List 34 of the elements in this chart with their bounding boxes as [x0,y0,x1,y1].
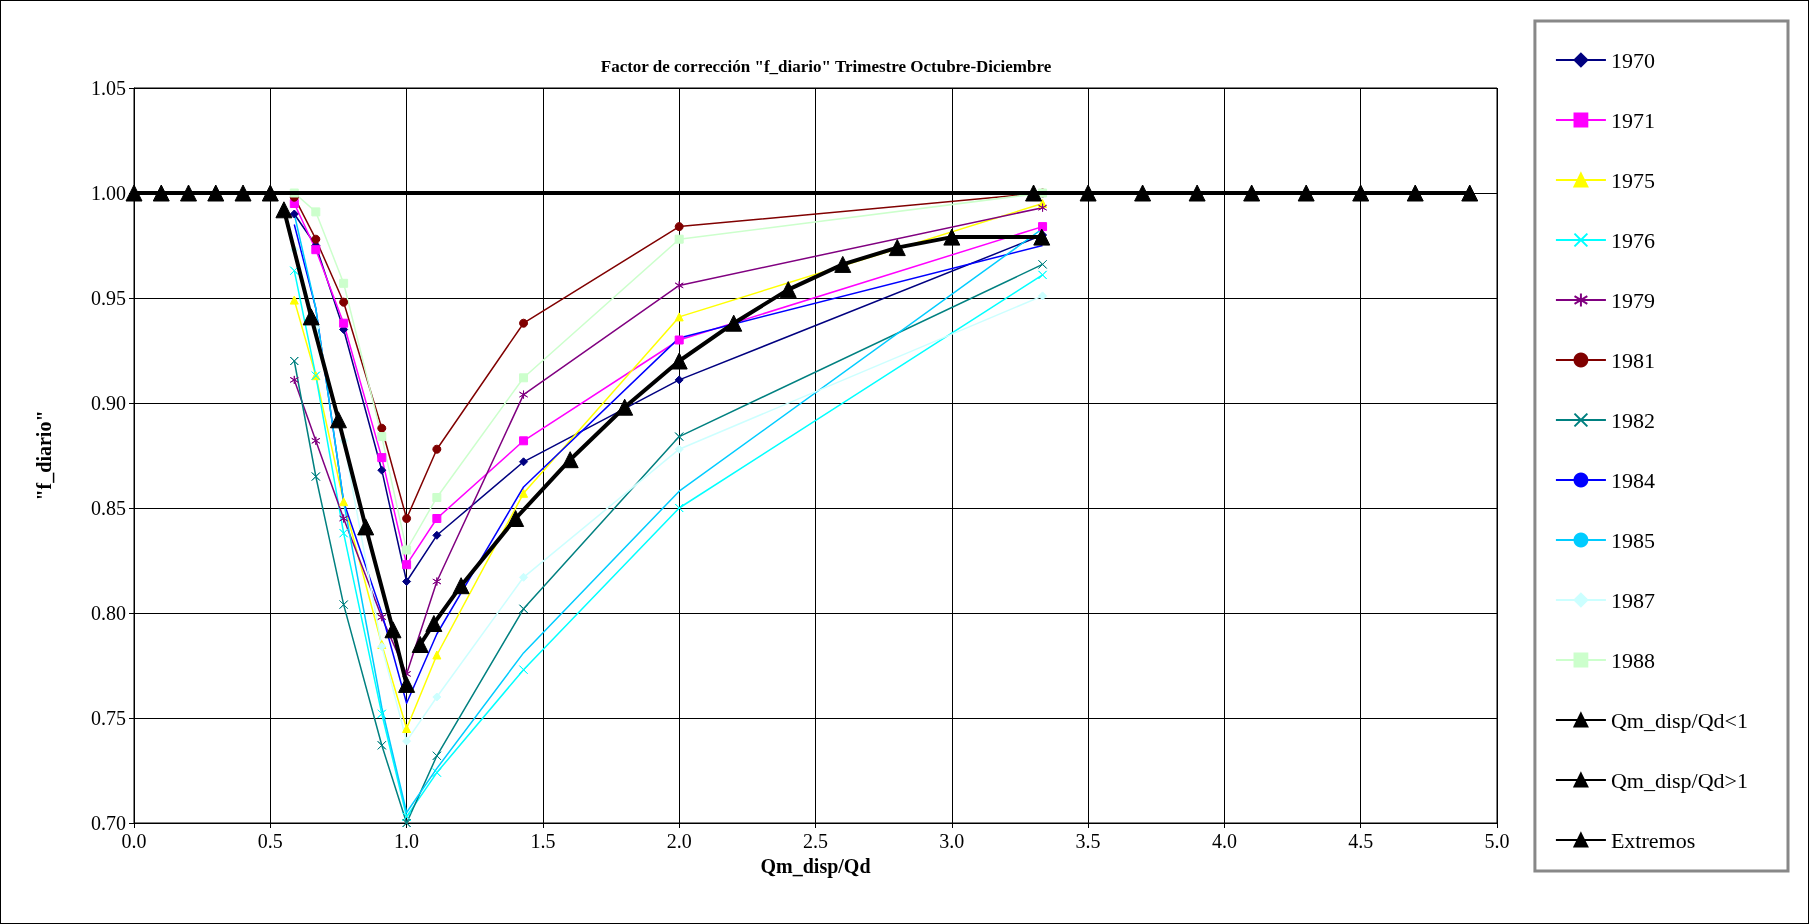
legend-label: 1979 [1610,287,1655,313]
legend-label: 1988 [1610,647,1655,673]
x-tick-label: 2.0 [666,830,692,852]
x-tick-label: 3.0 [939,830,965,852]
y-tick-label: 0.80 [91,602,126,624]
x-tick-label: 3.5 [1075,830,1101,852]
legend-label: 1987 [1610,587,1655,613]
legend-label: Qm_disp/Qd>1 [1610,767,1749,793]
legend-label: 1971 [1610,107,1655,133]
y-tick-label: 0.75 [91,707,126,729]
chart-title: Factor de corrección "f_diario" Trimestre Octubre-Diciembre [600,57,1052,76]
legend-label: 1982 [1610,407,1655,433]
legend-label: 1975 [1610,167,1655,193]
x-axis-title: Qm_disp/Qd [760,854,871,878]
x-tick-label: 2.5 [803,830,828,852]
x-tick-label: 4.5 [1348,830,1374,852]
x-tick-label: 1.0 [394,830,420,852]
legend-label: 1984 [1610,467,1655,493]
x-tick-label: 1.5 [530,830,556,852]
x-tick-label: 4.0 [1211,830,1237,852]
legend-label: 1970 [1610,47,1655,73]
x-tick-label: 5.0 [1484,830,1510,852]
y-tick-label: 0.90 [91,392,126,414]
legend-label: Qm_disp/Qd<1 [1610,707,1749,733]
y-tick-label: 1.05 [91,77,126,99]
legend-label: 1985 [1610,527,1655,553]
x-tick-label: 0.5 [257,830,283,852]
legend-label: 1976 [1610,227,1655,253]
y-axis-title: "f_diario" [33,410,55,501]
y-tick-label: 0.95 [91,287,126,309]
legend-label: 1981 [1610,347,1655,373]
y-tick-label: 0.85 [91,497,126,519]
legend-label: Extremos [1610,827,1696,853]
y-tick-label: 1.00 [91,182,126,204]
